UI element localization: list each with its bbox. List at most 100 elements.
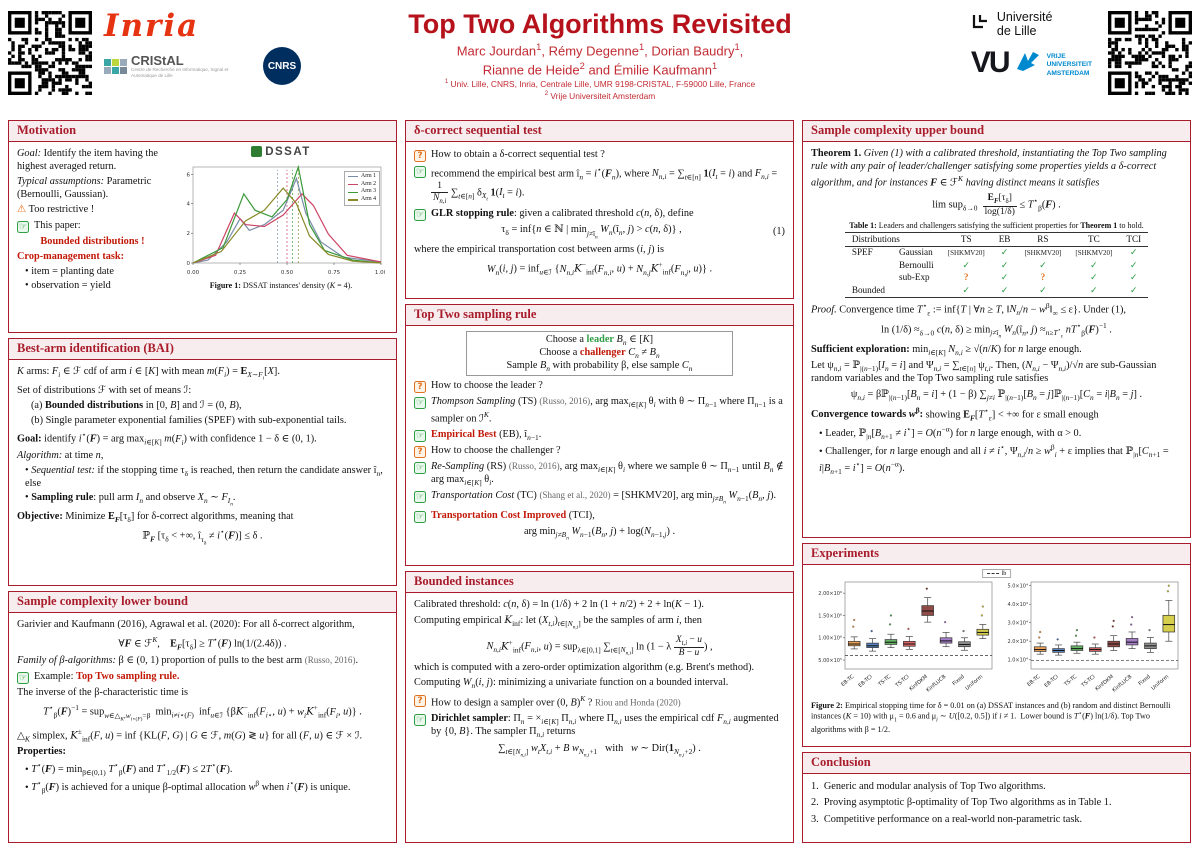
section-lower-bound: Sample complexity lower bound Garivier a…: [8, 591, 397, 843]
bounded-eq2: ∑t∈[Nn,i] wtXt,i + B wNn,i+1 with w ∼ Di…: [498, 742, 701, 759]
column-left: Motivation Goal: Identify the item havin…: [8, 120, 397, 843]
section-motivation-title: Motivation: [9, 121, 396, 142]
lower-eq1: ∀F ∈ ℱK, EF[τδ] ≥ T⋆(F) ln(1/(2.4δ)) .: [118, 635, 287, 652]
upper-eq1: lim supδ→0 EF[τδ] log(1/δ) ≤ T⋆β(F) .: [932, 193, 1061, 217]
pointer-icon: ☞: [17, 220, 29, 233]
test-equation-1: τδ = inf{n ∈ ℕ | minj≠în Wn(în, j) > c(n…: [501, 224, 682, 240]
question-icon: ?: [414, 694, 426, 707]
vu-logo: VU VRIJE UNIVERSITEIT AMSTERDAM: [971, 47, 1092, 79]
figure2-legend: lb: [981, 568, 1012, 579]
motivation-bullet-1: • item = planting date: [25, 266, 114, 278]
cnrs-logo: CNRS: [263, 47, 301, 85]
toptwo-answer-ts: ☞ Thompson Sampling (TS) (Russo, 2016), …: [414, 396, 783, 424]
conclusion-item: 1. Generic and modular analysis of Top T…: [811, 780, 1046, 792]
section-experiments-title: Experiments: [803, 544, 1190, 565]
svg-text:0.25: 0.25: [234, 270, 247, 276]
vu-griffin-icon: [1016, 51, 1039, 71]
bai-p2: Set of distributions ℱ with set of means…: [17, 384, 192, 396]
motivation-warning: ⚠ Too restrictive !: [17, 204, 95, 216]
upper-theorem: Theorem 1. Given (1) with a calibrated t…: [811, 148, 1167, 188]
svg-text:Fixed: Fixed: [951, 673, 965, 686]
test-answer-2: ☞ GLR stopping rule: given a calibrated …: [414, 207, 694, 221]
affiliation-2: 2 Vrije Universiteit Amsterdam: [544, 90, 656, 101]
figure1-caption: Figure 1: DSSAT instances' density (K = …: [209, 280, 353, 290]
bai-objective: Objective: Minimize EF[τδ] for δ-correct…: [17, 510, 294, 524]
section-bai-title: Best-arm identification (BAI): [9, 339, 396, 360]
header-right-logos: Université de Lille VU VRIJE UNIVERSITEIT A…: [971, 5, 1192, 95]
section-lower-bound-title: Sample complexity lower bound: [9, 592, 396, 613]
toptwo-question-challenger: ? How to choose the challenger ?: [414, 445, 785, 458]
lower-p4: △K simplex, K±inf(F, u) = inf {KL(F, G) …: [17, 726, 363, 744]
section-upper-bound: Sample complexity upper bound Theorem 1.…: [802, 120, 1191, 538]
table1-row: sub-Exp? ✓? ✓ ✓: [899, 272, 1138, 284]
question-icon: ?: [414, 445, 426, 458]
bai-p1: K arms: Fi ∈ ℱ cdf of arm i ∈ [K] with m…: [17, 366, 280, 382]
figure2-caption: Figure 2: Empirical stopping time for δ …: [811, 700, 1171, 734]
svg-text:0.00: 0.00: [187, 270, 200, 276]
motivation-bullet-2: • observation = yield: [25, 280, 111, 292]
univ-lille-logo-text: Université de Lille: [996, 10, 1053, 38]
equation-number: (1): [772, 226, 785, 238]
poster-header: Inria CRIStAL Centre de Recherche en Inf…: [8, 5, 1192, 117]
affiliation-1: 1 Univ. Lille, CNRS, Inria, Centrale Lil…: [444, 79, 756, 90]
svg-text:Uniform: Uniform: [1150, 673, 1170, 691]
svg-text:0.50: 0.50: [281, 270, 294, 276]
column-middle: δ-correct sequential test ? How to obtai…: [405, 120, 794, 843]
bounded-eq1: Nn,iK+inf(Fn,i, u) = supλ∈[0,1] ∑t∈[Nn,i…: [486, 634, 713, 659]
lower-prop1: • T⋆(F) = minβ∈(0,1) T⋆β(F) and T⋆1/2(F)…: [25, 760, 233, 778]
lower-bound-legend-label: lb: [1001, 569, 1007, 577]
cristal-logo-text: CRIStAL: [131, 53, 184, 68]
svg-text:EB-TC: EB-TC: [840, 673, 855, 687]
svg-text:2.0×10⁴: 2.0×10⁴: [1007, 639, 1028, 645]
table1-row: SPEF Gaussian [SHKMV20] ✓ [SHKMV20] [SHKMV20]…: [851, 247, 1138, 259]
test-equation-1-row: τδ = inf{n ∈ ℕ | minj≠în Wn(în, j) > c(n…: [414, 224, 785, 240]
pointer-icon: ☞: [414, 208, 426, 221]
svg-text:0: 0: [187, 261, 191, 267]
header-title-block: Top Two Algorithms Revisited Marc Jourda…: [300, 5, 900, 101]
figure1-legend-item: Arm 4: [348, 196, 376, 204]
univ-lille-logo: Université de Lille: [971, 10, 1092, 39]
svg-text:TS-TC: TS-TC: [876, 673, 892, 688]
upper-bullet-challenger: • Challenger, for n large enough and all…: [819, 442, 1169, 476]
svg-text:KinfLUCB: KinfLUCB: [1111, 673, 1133, 693]
lower-eq2: T⋆β(F)−1 = supw∈△K,wi⋆(F)=β mini≠i⋆(F) i…: [43, 703, 362, 723]
univ-lille-logo-mark: [972, 14, 987, 28]
svg-text:Uniform: Uniform: [964, 673, 984, 691]
lower-prop2: • T⋆β(F) is achieved for a unique β-opti…: [25, 778, 351, 796]
top-two-line-2: Choose a challenger Cn ≠ Bn: [539, 346, 660, 360]
svg-text:5.0×10⁴: 5.0×10⁴: [1007, 583, 1028, 589]
bounded-p1: Calibrated threshold: c(n, δ) = ln (1/δ)…: [414, 599, 704, 610]
bai-equation: ℙF [τδ < +∞, îτδ ≠ i⋆(F)] ≤ δ .: [142, 527, 263, 547]
poster-columns: Motivation Goal: Identify the item havin…: [8, 120, 1192, 843]
svg-text:0.75: 0.75: [328, 270, 341, 276]
figure2a-boxplot: 5.00×10⁵ 1.00×10⁶ 1.50×10⁶ 2.00×10⁶ EB-TC EB-…: [818, 581, 992, 693]
svg-text:1.50×10⁶: 1.50×10⁶: [818, 613, 842, 619]
conclusion-list: 1. Generic and modular analysis of Top T…: [803, 774, 1190, 843]
dssat-logo-icon: [251, 146, 263, 157]
question-icon: ?: [414, 381, 426, 394]
institution-logos: Inria CRIStAL Centre de Recherche en Inf…: [104, 11, 301, 85]
bai-sequential-test: • Sequential test: if the stopping time …: [25, 464, 383, 490]
pointer-icon: ☞: [414, 397, 426, 410]
svg-text:Fixed: Fixed: [1137, 673, 1151, 686]
svg-text:1.00: 1.00: [375, 270, 385, 276]
bai-goal: Goal: identify i⋆(F) = arg maxi∈[K] m(Fi…: [17, 430, 317, 447]
figure2: lb 5.00×10⁵ 1.00×10⁶ 1.50×10⁶ 2.00×10⁶ EB-TC…: [811, 568, 1182, 699]
lower-bound-line-swatch: [986, 572, 999, 574]
lower-properties: Properties:: [17, 745, 66, 757]
svg-text:5.00×10⁵: 5.00×10⁵: [818, 657, 842, 663]
toptwo-answer-tci: ☞ Transportation Cost Improved (TCI),: [414, 509, 595, 523]
section-delta-test: δ-correct sequential test ? How to obtai…: [405, 120, 794, 299]
section-bounded-instances-title: Bounded instances: [406, 572, 793, 593]
inria-logo: Inria: [104, 8, 200, 44]
bai-item-b: (b) Single parameter exponential familie…: [31, 415, 347, 427]
pointer-icon: ☞: [414, 165, 426, 178]
dssat-logo-text: DSSAT: [265, 145, 311, 158]
upper-sufficient: Sufficient exploration: mini∈[K] Nn,i ≥ …: [811, 343, 1082, 357]
section-upper-bound-title: Sample complexity upper bound: [803, 121, 1190, 142]
motivation-assumptions: Typical assumptions: Parametric (Bernoul…: [17, 176, 152, 200]
svg-text:KinfLUCB: KinfLUCB: [925, 673, 947, 693]
upper-proof: Proof. Convergence time T⋆ε := inf{T | ∀…: [811, 300, 1126, 318]
table1-row: Bernoulli ✓ ✓ ✓ ✓ ✓: [899, 259, 1138, 271]
top-two-line-3: Sample Bn with probability β, else sampl…: [506, 360, 693, 374]
